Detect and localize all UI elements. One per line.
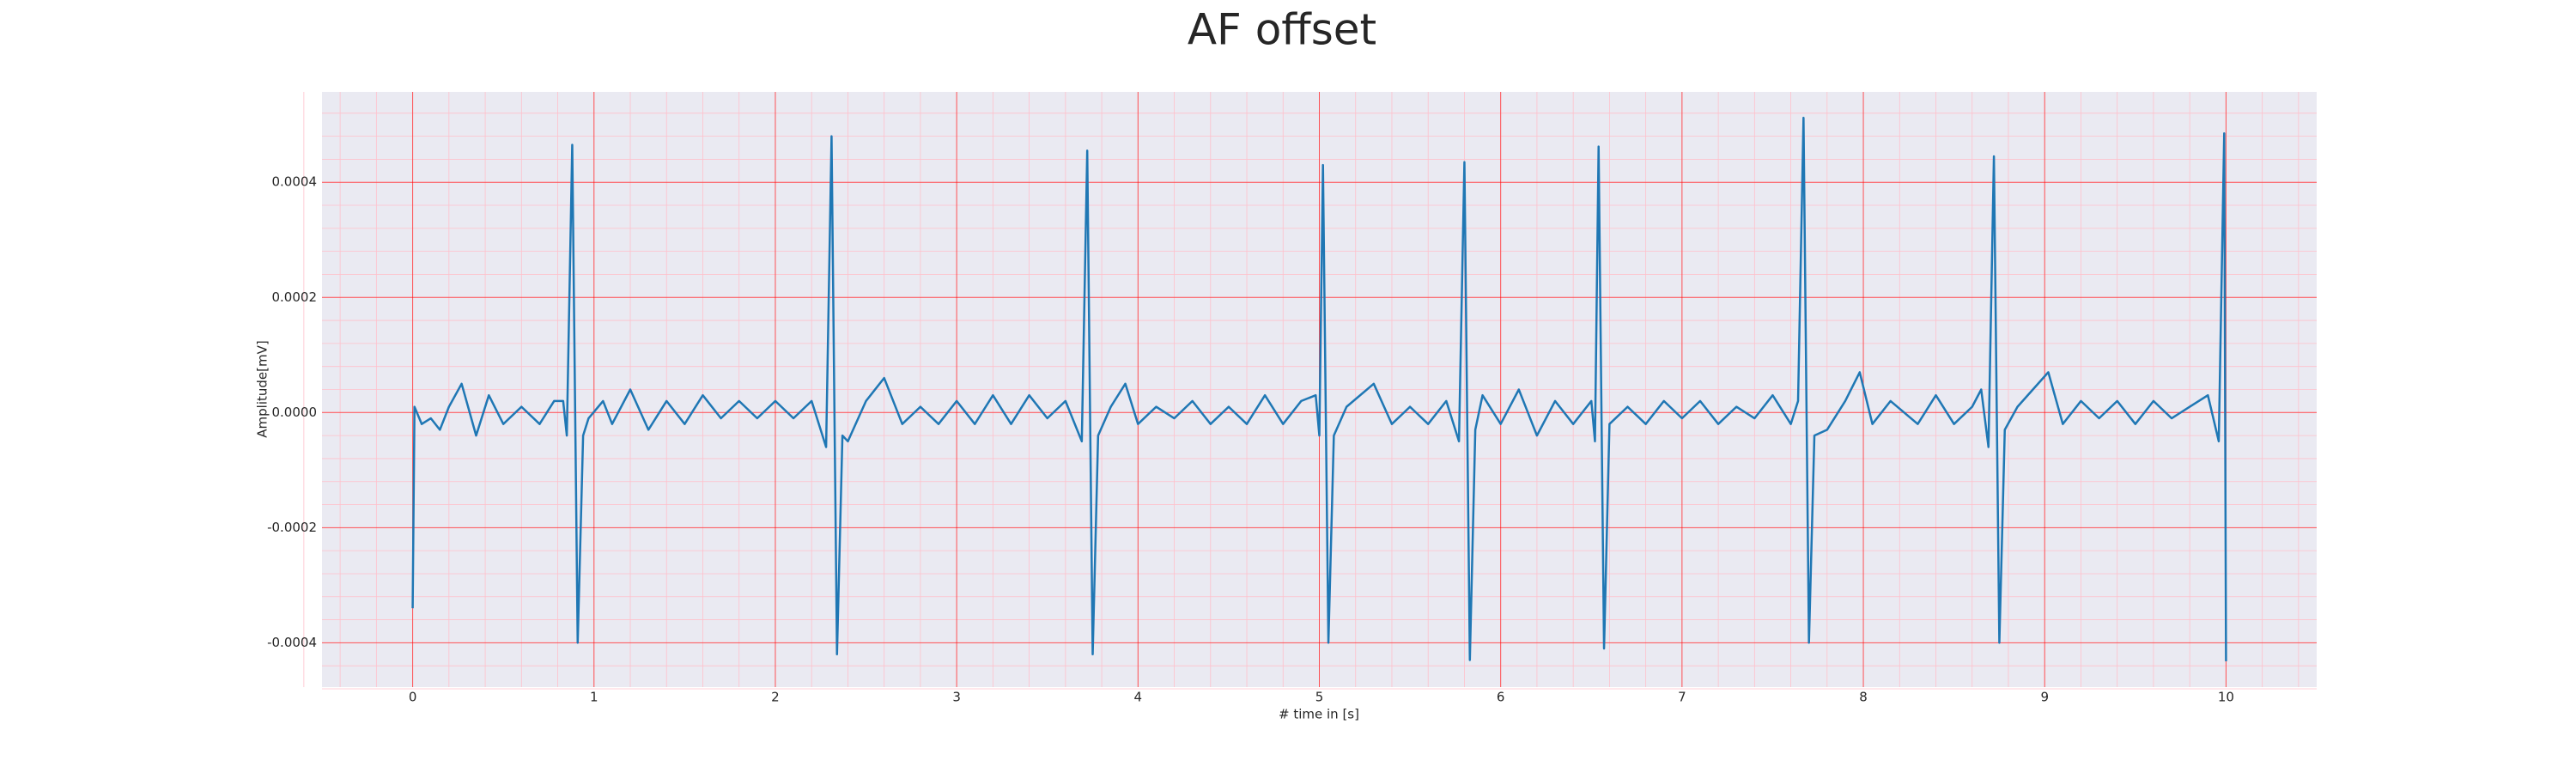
y-tick-label: -0.0002 xyxy=(267,520,317,535)
y-tick-label: 0.0004 xyxy=(272,174,318,190)
x-tick-label: 1 xyxy=(590,690,598,705)
x-tick-label: 2 xyxy=(771,690,780,705)
signal-line xyxy=(411,116,2227,661)
x-tick-label: 3 xyxy=(952,690,961,705)
x-tick-label: 4 xyxy=(1134,690,1143,705)
x-tick-label: 10 xyxy=(2218,690,2234,705)
y-tick-label: 0.0000 xyxy=(272,405,318,420)
x-axis-label: # time in [s] xyxy=(1279,707,1359,722)
x-tick-label: 9 xyxy=(2040,690,2049,705)
x-tick-label: 8 xyxy=(1859,690,1868,705)
marks xyxy=(411,116,2227,661)
y-tick-label: 0.0002 xyxy=(272,289,318,305)
x-tick-label: 7 xyxy=(1678,690,1686,705)
y-tick-label: -0.0004 xyxy=(267,635,317,650)
chart-title: AF offset xyxy=(1188,5,1376,55)
x-tick-label: 0 xyxy=(409,690,417,705)
x-tick-label: 6 xyxy=(1497,690,1505,705)
x-tick-label: 5 xyxy=(1315,690,1324,705)
y-axis-label: Amplitude[mV] xyxy=(255,340,270,437)
